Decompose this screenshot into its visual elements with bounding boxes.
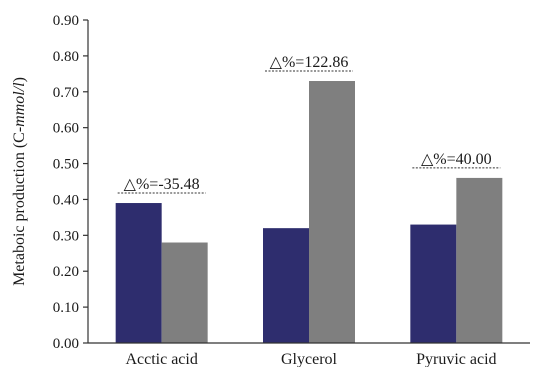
y-tick-label: 0.70: [53, 85, 79, 101]
y-tick-label: 0.30: [53, 228, 79, 244]
bar-pyruvic-acid-series-2: [456, 177, 503, 343]
x-tick-label: Acctic acid: [125, 351, 197, 367]
y-tick-label: 0.50: [53, 157, 79, 173]
annotations: △%=-35.48 △%=122.86 △%=40.00: [117, 54, 501, 194]
y-tick-label: 0.80: [53, 49, 79, 65]
y-axis-title-main: Metaboic production (C-: [11, 127, 28, 286]
y-tick-label: 0.10: [53, 300, 79, 316]
bar-acctic-acid-series-1: [115, 203, 162, 343]
delta-annotation: △%=122.86: [270, 54, 349, 71]
delta-annotation: △%=-35.48: [124, 176, 200, 193]
y-axis-title-unit: mmol/l: [11, 82, 28, 127]
bar-pyruvic-acid-series-1: [410, 224, 457, 343]
y-tick-label: 0.20: [53, 264, 79, 280]
y-ticks: 0.00 0.10 0.20 0.30 0.40 0.50 0.60 0.70 0.80 0.90: [53, 13, 88, 352]
y-tick-label: 0.00: [53, 336, 79, 352]
y-axis-title: Metaboic production (C-mmol/l): [11, 77, 28, 286]
y-axis-title-close: ): [11, 77, 28, 82]
x-tick-labels: Acctic acid Glycerol Pyruvic acid: [125, 351, 496, 367]
delta-annotation: △%=40.00: [421, 151, 492, 168]
bar-acctic-acid-series-2: [161, 242, 208, 343]
y-tick-label: 0.90: [53, 13, 79, 29]
bar-glycerol-series-1: [263, 228, 309, 343]
y-tick-label: 0.40: [53, 192, 79, 208]
bar-glycerol-series-2: [309, 81, 355, 343]
x-tick-label: Glycerol: [281, 351, 338, 367]
plot-area: [115, 81, 503, 343]
y-tick-label: 0.60: [53, 121, 79, 137]
x-tick-label: Pyruvic acid: [416, 351, 496, 367]
